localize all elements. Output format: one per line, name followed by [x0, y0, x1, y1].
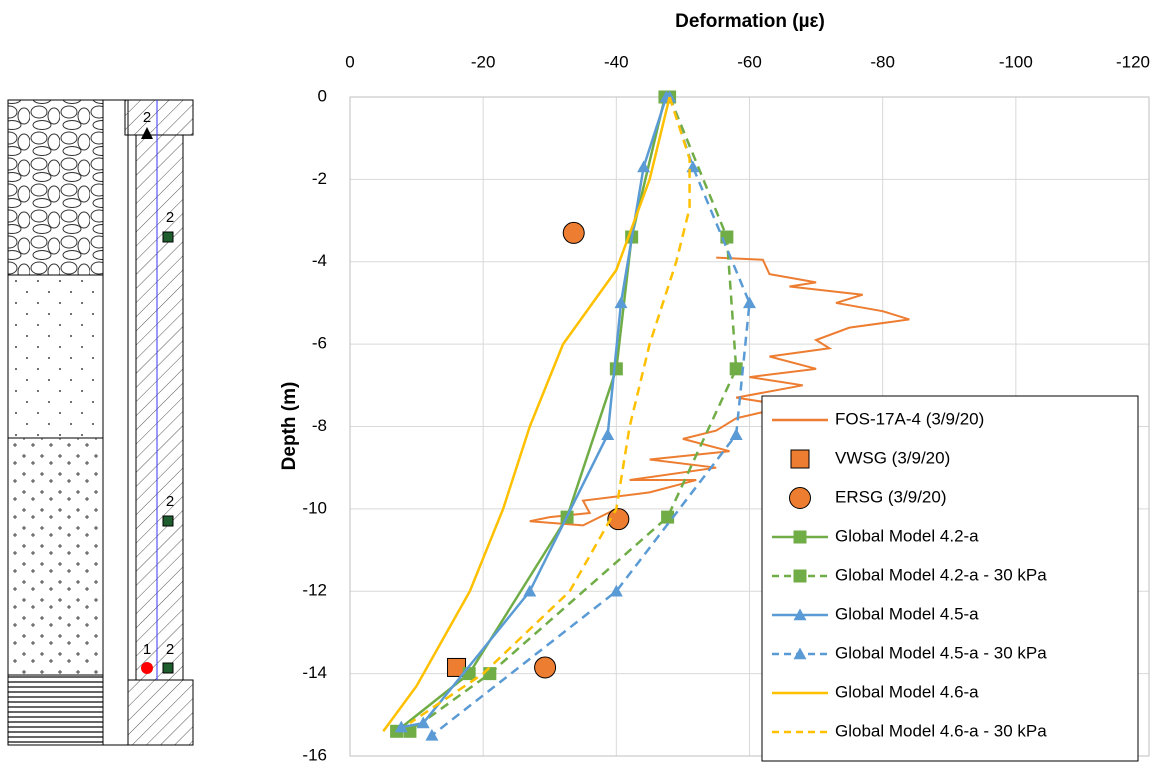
- toe: [127, 679, 194, 746]
- marker: [416, 716, 430, 729]
- marker: [562, 221, 585, 244]
- y-tick-label: 0: [318, 86, 327, 105]
- marker: [637, 160, 651, 173]
- legend-label: Global Model 4.2-a - 30 kPa: [835, 565, 1047, 584]
- sensor-label: 2: [166, 209, 174, 226]
- legend-label: ERSG (3/9/20): [835, 487, 947, 506]
- marker: [793, 569, 807, 583]
- borehole: 2 2 2 1 2: [7, 99, 194, 746]
- legend-box: [761, 395, 1139, 762]
- x-tick-label: 0: [345, 52, 354, 71]
- sensor-label: 2: [143, 109, 151, 126]
- legend-label: Global Model 4.5-a: [835, 604, 979, 623]
- y-tick-label: -14: [302, 663, 327, 682]
- marker: [601, 428, 615, 440]
- series-line: [401, 96, 668, 729]
- x-tick-label: -100: [999, 52, 1033, 71]
- marker: [483, 667, 497, 681]
- marker: [729, 428, 743, 440]
- y-tick-label: -16: [302, 745, 327, 763]
- sensor-label: 2: [166, 493, 174, 510]
- marker: [793, 647, 807, 660]
- marker: [661, 510, 675, 524]
- marker: [790, 449, 810, 469]
- layer-sand: [7, 274, 104, 439]
- legend-label: Global Model 4.6-a: [835, 682, 979, 701]
- marker: [793, 608, 807, 621]
- x-tick-label: -60: [737, 52, 762, 71]
- marker: [534, 656, 557, 679]
- marker: [720, 230, 734, 244]
- marker: [609, 584, 623, 597]
- sensor: [162, 662, 174, 674]
- marker: [609, 362, 623, 376]
- cap: [124, 99, 194, 136]
- marker: [425, 728, 439, 741]
- marker: [614, 296, 628, 309]
- sensor-label: 1: [143, 641, 151, 658]
- sensor: [162, 231, 174, 243]
- y-tick-label: -6: [312, 334, 327, 353]
- marker: [607, 508, 630, 531]
- marker: [663, 90, 677, 103]
- x-axis-title: Deformation (µε): [675, 11, 825, 32]
- marker: [394, 720, 408, 733]
- pile: [135, 134, 184, 681]
- legend-label: Global Model 4.5-a - 30 kPa: [835, 643, 1047, 662]
- series-line: [409, 96, 691, 725]
- sensor-circle: [141, 662, 153, 674]
- x-tick-label: -120: [1116, 52, 1150, 71]
- series-line: [395, 96, 667, 733]
- series-line: [382, 96, 671, 733]
- layer-gravel: [7, 437, 104, 676]
- y-tick-label: -4: [312, 251, 327, 270]
- y-tick-label: -10: [302, 498, 327, 517]
- marker: [729, 362, 743, 376]
- annulus: [102, 99, 129, 746]
- x-tick-label: -40: [604, 52, 629, 71]
- y-tick-label: -2: [312, 169, 327, 188]
- sensor: [162, 515, 174, 527]
- legend-label: Global Model 4.2-a: [835, 526, 979, 545]
- marker: [743, 296, 756, 309]
- legend: FOS-17A-4 (3/9/20) VWSG (3/9/20) ERSG (3/9…: [761, 395, 1139, 762]
- series-line: [409, 96, 738, 733]
- marker: [403, 724, 417, 738]
- plot-frame: [349, 96, 1150, 757]
- layer-cobbles: [7, 99, 104, 276]
- marker: [789, 487, 811, 509]
- legend-label: Global Model 4.6-a - 30 kPa: [835, 721, 1047, 740]
- series-line: [431, 96, 751, 737]
- x-tick-label: -80: [870, 52, 895, 71]
- x-tick-label: -20: [471, 52, 496, 71]
- legend-label: VWSG (3/9/20): [835, 448, 950, 467]
- y-tick-label: -12: [302, 581, 327, 600]
- y-axis-title: Depth (m): [279, 382, 300, 471]
- series-line: [529, 256, 910, 527]
- sensor-triangle: [141, 127, 153, 139]
- sensor-label: 2: [166, 641, 174, 658]
- layer-clay: [7, 674, 104, 746]
- y-tick-label: -8: [312, 416, 327, 435]
- marker: [523, 584, 537, 597]
- marker: [793, 530, 807, 544]
- legend-label: FOS-17A-4 (3/9/20): [835, 409, 984, 428]
